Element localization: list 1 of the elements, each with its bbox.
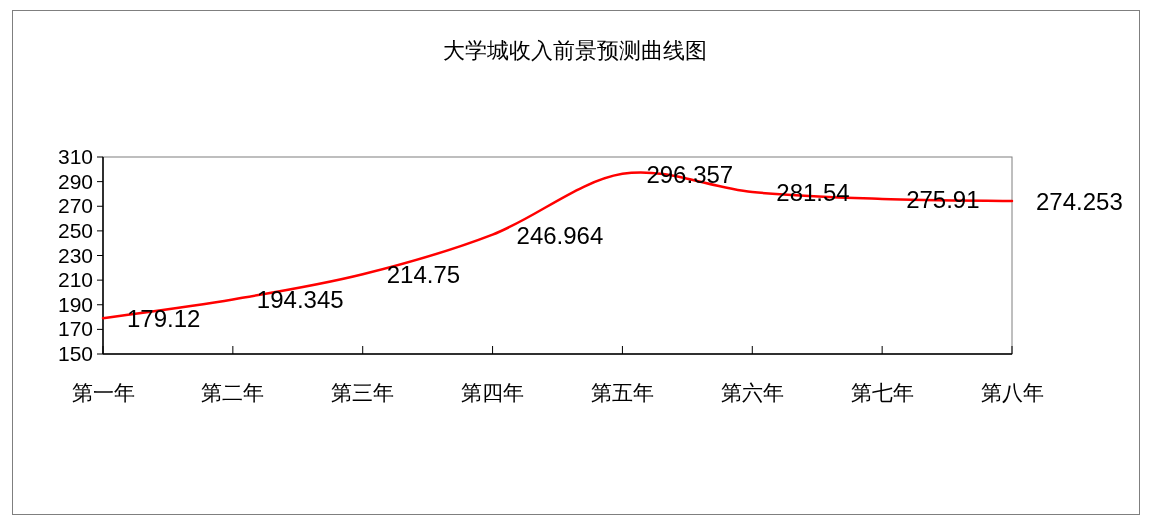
title: 大学城收入前景预测曲线图 bbox=[443, 38, 707, 63]
